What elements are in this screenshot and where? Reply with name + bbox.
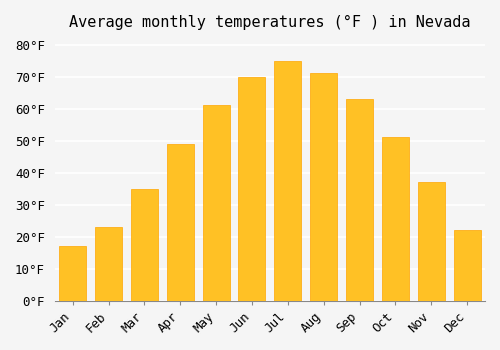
Bar xyxy=(346,99,373,301)
Bar xyxy=(95,227,122,301)
Bar xyxy=(131,189,158,301)
Bar xyxy=(202,105,230,301)
Bar xyxy=(59,246,86,301)
Bar xyxy=(310,74,337,301)
Bar xyxy=(418,182,444,301)
Title: Average monthly temperatures (°F ) in Nevada: Average monthly temperatures (°F ) in Ne… xyxy=(69,15,470,30)
Bar xyxy=(167,144,194,301)
Bar xyxy=(238,77,266,301)
Bar xyxy=(382,138,409,301)
Bar xyxy=(454,230,480,301)
Bar xyxy=(274,61,301,301)
